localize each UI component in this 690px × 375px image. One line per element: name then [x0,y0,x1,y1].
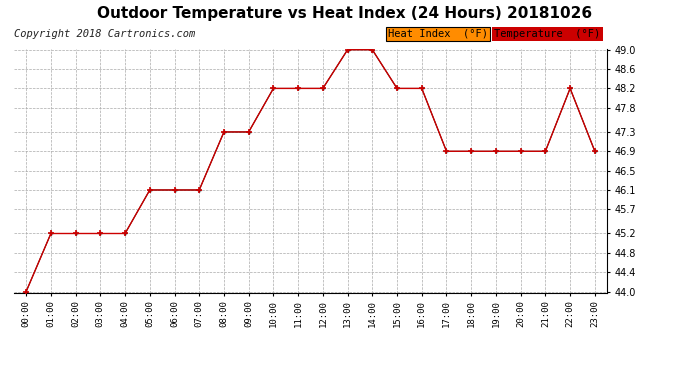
Text: Temperature  (°F): Temperature (°F) [495,29,601,39]
Text: Outdoor Temperature vs Heat Index (24 Hours) 20181026: Outdoor Temperature vs Heat Index (24 Ho… [97,6,593,21]
Text: Heat Index  (°F): Heat Index (°F) [388,29,488,39]
Text: Copyright 2018 Cartronics.com: Copyright 2018 Cartronics.com [14,29,195,39]
